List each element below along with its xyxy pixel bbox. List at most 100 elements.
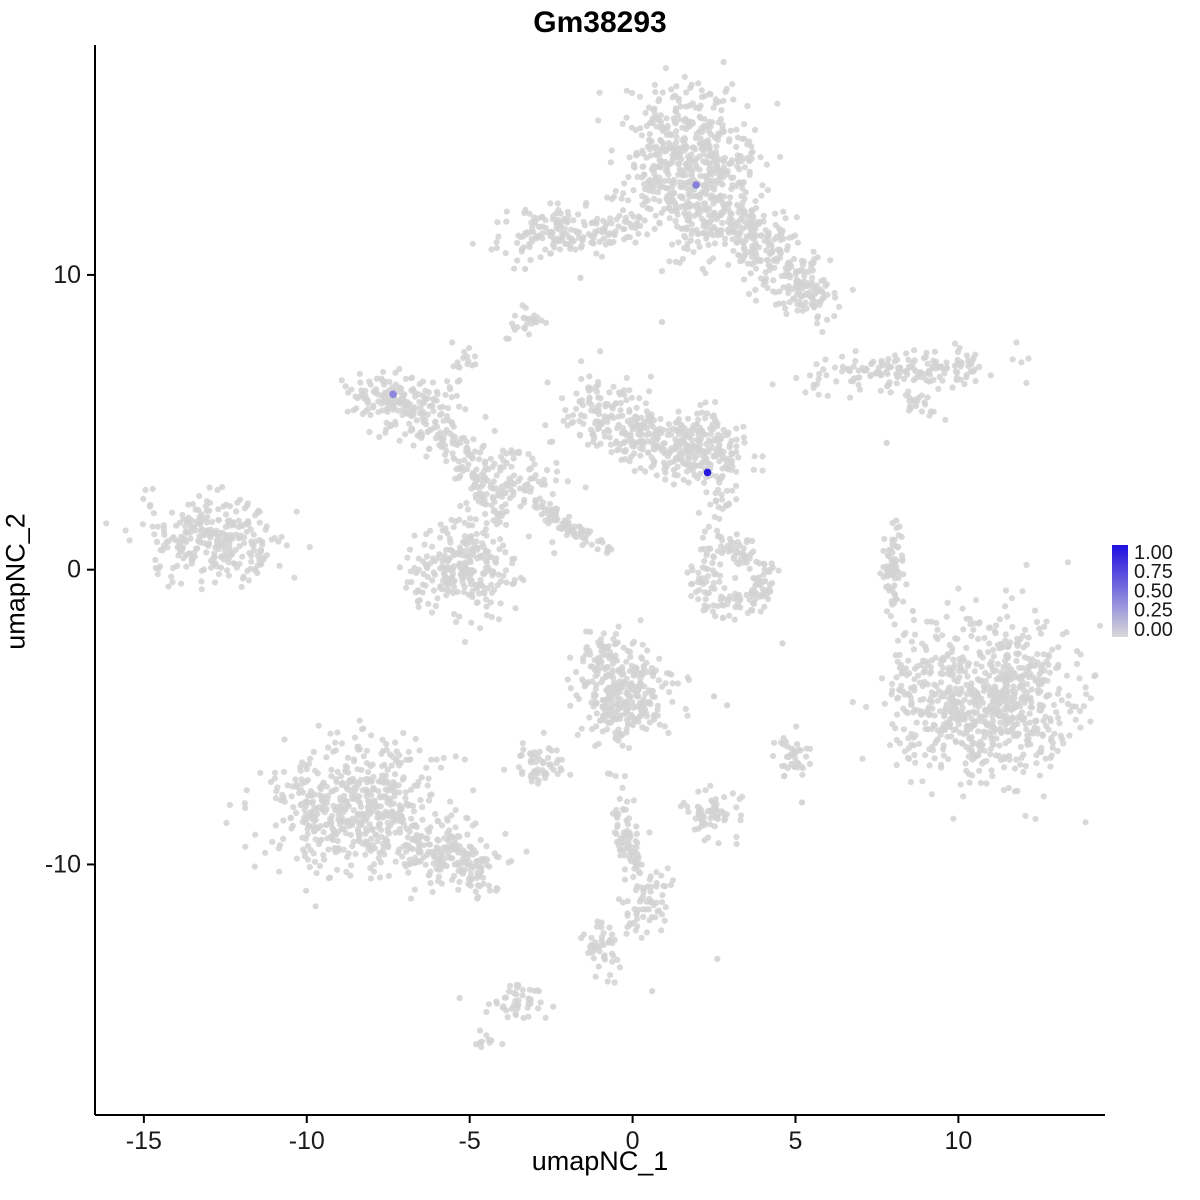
cell-point <box>1003 679 1010 687</box>
cell-point <box>535 478 542 485</box>
cell-point <box>411 532 418 539</box>
cell-point <box>438 410 445 417</box>
cell-point <box>1069 703 1076 710</box>
cell-point <box>675 95 682 102</box>
cell-point <box>1033 618 1041 626</box>
cell-point <box>987 372 994 379</box>
cell-point <box>748 150 755 157</box>
cell-point <box>621 180 628 187</box>
cell-point <box>376 820 384 827</box>
cell-point <box>563 217 570 224</box>
cell-point <box>980 683 988 690</box>
cell-point <box>219 530 227 537</box>
cell-point <box>802 299 809 306</box>
cell-point <box>255 507 262 514</box>
cell-point <box>510 265 518 272</box>
cell-point <box>1064 559 1071 566</box>
cell-point <box>316 792 323 799</box>
cell-point <box>197 539 204 546</box>
cell-point <box>986 672 993 679</box>
cell-point <box>423 453 430 460</box>
cell-point <box>713 527 721 534</box>
cell-point <box>473 875 480 882</box>
cell-point <box>449 565 457 573</box>
cell-point <box>453 438 460 446</box>
cell-point <box>641 706 649 713</box>
cell-point <box>1011 765 1019 772</box>
cell-point <box>905 755 913 762</box>
cell-point <box>464 815 471 822</box>
cell-point <box>581 222 589 229</box>
cell-point <box>736 594 744 602</box>
cell-point <box>1041 623 1048 631</box>
cell-point <box>963 371 970 379</box>
cell-point <box>656 174 663 181</box>
cell-point <box>831 289 838 297</box>
cell-point <box>918 392 925 399</box>
cell-point <box>547 228 554 236</box>
cell-point <box>568 226 575 233</box>
cell-point <box>636 93 644 100</box>
cell-point <box>746 138 753 145</box>
cell-point <box>978 743 985 750</box>
cell-point <box>386 378 393 385</box>
cell-point <box>607 159 614 166</box>
cell-point <box>926 412 933 419</box>
cell-point <box>910 742 917 749</box>
cell-point <box>470 787 477 794</box>
cell-point <box>470 436 477 443</box>
cell-point <box>911 631 919 638</box>
cell-point <box>905 657 912 664</box>
cell-point <box>848 378 855 385</box>
cell-point <box>288 793 295 800</box>
cell-point <box>544 379 551 386</box>
cell-point <box>630 704 637 711</box>
cell-point <box>363 828 370 835</box>
cell-point <box>1042 755 1049 762</box>
cell-point <box>579 676 586 683</box>
cell-point <box>639 641 646 648</box>
cell-point <box>670 481 678 488</box>
cell-point <box>474 893 482 901</box>
cell-point <box>902 392 910 399</box>
cell-point <box>710 224 717 231</box>
cell-point <box>238 583 245 591</box>
cell-point <box>589 219 596 226</box>
cell-point <box>466 859 473 866</box>
cell-point <box>962 760 969 767</box>
cell-point <box>467 866 474 873</box>
cell-point <box>629 699 636 706</box>
cell-point <box>656 197 663 205</box>
cell-point <box>702 191 710 198</box>
cell-point <box>580 234 587 241</box>
cell-point <box>659 683 666 690</box>
cell-point <box>672 444 679 451</box>
cell-point <box>632 664 639 671</box>
cell-point <box>1018 715 1025 722</box>
cell-point <box>594 382 602 389</box>
cell-point <box>945 756 952 763</box>
cell-point <box>625 173 632 181</box>
cell-point <box>951 362 958 369</box>
cell-point <box>406 828 413 835</box>
cell-point <box>440 570 447 577</box>
cell-point <box>893 557 900 564</box>
cell-point <box>673 83 680 90</box>
cell-point <box>461 519 468 527</box>
cell-point <box>699 265 706 272</box>
cell-point <box>904 690 911 698</box>
cell-point <box>684 443 692 450</box>
cell-point <box>489 572 496 579</box>
cell-point <box>263 523 270 530</box>
cell-point <box>891 590 898 597</box>
cell-point <box>364 809 371 816</box>
cell-point <box>746 158 753 165</box>
cell-point <box>430 408 437 415</box>
cell-point <box>911 751 918 759</box>
cell-point <box>465 461 472 468</box>
cell-point <box>600 235 607 242</box>
cell-point <box>800 258 808 265</box>
cell-point <box>665 421 673 428</box>
cell-point <box>906 397 913 405</box>
cell-point <box>700 452 707 459</box>
